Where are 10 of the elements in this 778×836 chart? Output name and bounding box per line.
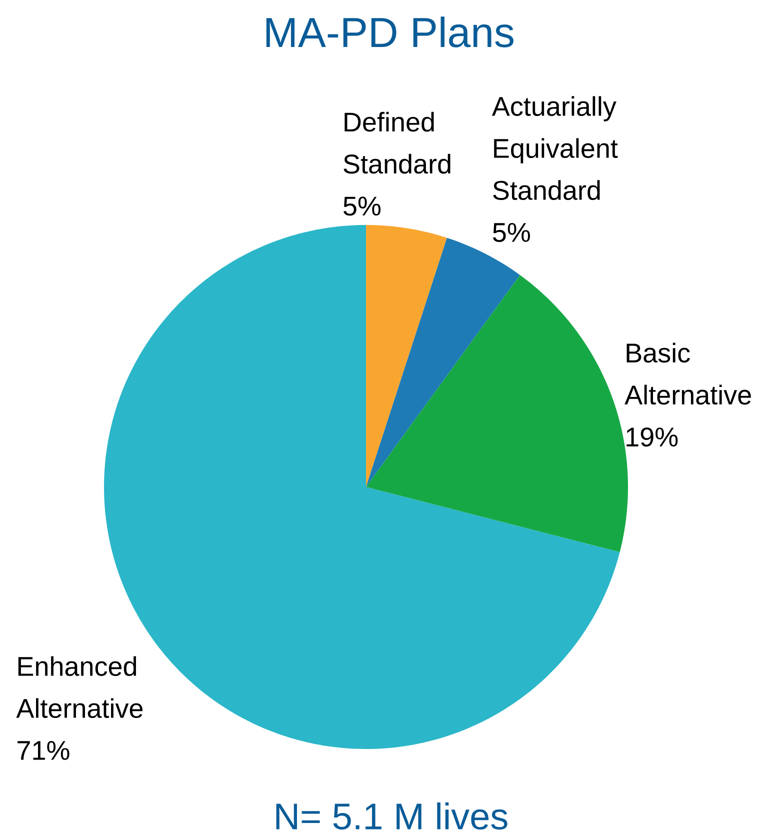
- data-label: 71%: [18, 741, 70, 760]
- slice-label: Enhanced Alternative: [16, 656, 143, 718]
- chart-title: MA-PD Plans: [266, 16, 514, 48]
- data-label: 19%: [626, 427, 678, 447]
- text: N= 5.1 M lives: [276, 802, 508, 830]
- slice-label: Defined Standard: [344, 112, 450, 174]
- slice-label: Basic Alternative: [624, 342, 751, 405]
- data-label: 5%: [492, 223, 530, 242]
- slice-label: Actuarially Equivalent Standard: [492, 96, 618, 200]
- data-label: 5%: [344, 196, 381, 216]
